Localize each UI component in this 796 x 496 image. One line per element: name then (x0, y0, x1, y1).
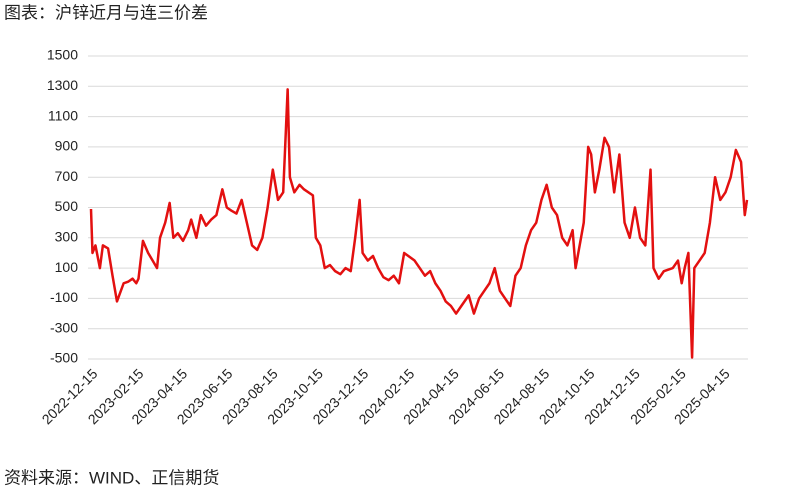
y-tick-label: -100 (50, 289, 78, 305)
y-tick-label: 700 (55, 168, 79, 184)
y-tick-label: 1100 (48, 107, 78, 123)
source-note: 资料来源：WIND、正信期货 (4, 468, 219, 487)
data-line (89, 88, 749, 359)
chart-title: 图表：沪锌近月与连三价差 (4, 3, 208, 22)
y-tick-label: 300 (55, 229, 79, 245)
y-tick-label: -500 (50, 350, 78, 366)
y-tick-label: 1300 (47, 77, 78, 93)
y-tick-label: 900 (55, 138, 79, 154)
y-tick-label: 1500 (47, 47, 78, 63)
y-tick-label: 500 (55, 198, 79, 214)
y-tick-label: 100 (55, 259, 79, 275)
y-tick-label: -300 (50, 319, 78, 335)
